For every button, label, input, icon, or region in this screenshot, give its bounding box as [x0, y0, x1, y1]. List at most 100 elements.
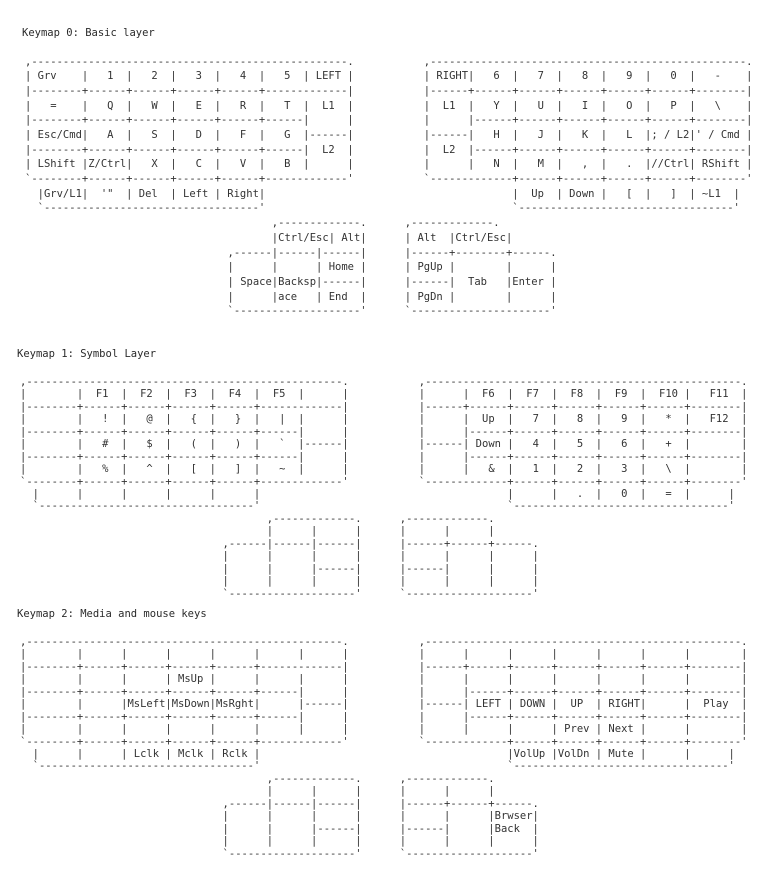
keymap-row: ,---------------------------------------… — [20, 636, 349, 648]
keymap-row: | PgDn | | | — [404, 290, 557, 303]
keymap-row: `-------------+------+------+------+----… — [423, 173, 753, 186]
keymap-row: |--------+------+------+------+------+--… — [20, 425, 349, 438]
keymap-row: `----------------------------------' — [418, 760, 735, 773]
keymap-row: |--------+------+------+------+------+--… — [20, 685, 349, 698]
left-thumb-cluster: ,-------------. | | | ,------|------|----… — [223, 773, 362, 860]
keymap-row: |--------+------+------+------+------+--… — [20, 660, 349, 673]
keymap-row: | | |------| — [222, 562, 362, 575]
keymap-row: `--------------------' — [399, 587, 539, 600]
keymap-row: | Esc/Cmd| A | S | D | F | G |------| — [25, 129, 354, 142]
keymap-row: |------| | | — [399, 562, 539, 575]
keymap-row: | | | | — [399, 835, 539, 848]
keymap-row: | | F1 | F2 | F3 | F4 | F5 | | — [20, 388, 349, 401]
keymap-row: | RIGHT| 6 | 7 | 8 | 9 | 0 | - | — [423, 70, 753, 83]
left-hand-keymap: ,---------------------------------------… — [20, 376, 349, 513]
keymap-row: | = | Q | W | E | R | T | L1 | — [25, 99, 354, 112]
keymap-row: | | | | | | | | — [418, 673, 748, 686]
keymap-row: `--------------------' — [222, 587, 362, 600]
keymap-row: |------+------+------+------+------+----… — [418, 400, 748, 413]
keymap-row: |--------+------+------+------+------+--… — [25, 84, 354, 97]
keymap-row: ,-------------. — [227, 217, 367, 230]
keymap-row: |------+------+------+------+------+----… — [423, 84, 753, 97]
keymap-row: | | | Home | — [227, 261, 367, 274]
keymap-row: | L2 |------+------+------+------+------… — [423, 143, 753, 156]
keymap-row: ,---------------------------------------… — [418, 376, 748, 388]
keymap-row: ,-------------. — [404, 217, 500, 230]
keymap-row: ,-------------. — [222, 772, 362, 785]
keymap-row: | Space|Backsp|------| — [227, 276, 367, 289]
keymap-row: | Grv | 1 | 2 | 3 | 4 | 5 | LEFT | — [25, 70, 354, 83]
keymap-row: | LShift |Z/Ctrl| X | C | V | B | | — [25, 158, 354, 171]
right-thumb-cluster: ,-------------. | Alt |Ctrl/Esc| |------+-… — [405, 216, 557, 319]
keymap-row: ,------|------|------| — [222, 797, 362, 810]
keymap-row: |------+--------+------. — [404, 246, 557, 259]
keymap-row: |------| H | J | K | L |; / L2|' / Cmd | — [423, 129, 753, 142]
keymap-row: ,-------------. — [399, 512, 495, 525]
keymap-row: |------| |Back | — [399, 822, 539, 835]
keymap-row: | | | Lclk | Mclk | Rclk | — [20, 747, 261, 760]
keymap-row: `----------------------------------' — [20, 500, 261, 513]
keymap-row: | | | | — [222, 550, 362, 563]
keymap-row: |------| Tab |Enter | — [404, 276, 557, 289]
keymap-row: | L1 | Y | U | I | O | P | \ | — [423, 99, 753, 112]
keymap-row: ,-------------. — [399, 772, 495, 785]
keymap-row: `-------------+------+------+------+----… — [418, 735, 748, 748]
keymap-row: | |------+------+------+------+------+--… — [423, 114, 753, 127]
keymap-row: | | | | | | — [20, 487, 261, 500]
keymap-row: |Ctrl/Esc| Alt| — [227, 231, 367, 244]
keymap-row: | | F6 | F7 | F8 | F9 | F10 | F11 | — [418, 388, 748, 401]
keymap-row: |--------+------+------+------+------+--… — [20, 400, 349, 413]
keymap-row: | | | | — [399, 550, 539, 563]
keymap-row: `----------------------------------' — [25, 202, 266, 215]
keymap-row: | | | | — [222, 575, 362, 588]
right-hand-keymap: ,---------------------------------------… — [424, 55, 753, 217]
keymap-row: | | | — [399, 785, 495, 798]
keymap-row: `----------------------------------' — [20, 760, 261, 773]
keymap-row: `--------------------' — [227, 305, 367, 318]
keymap-row: | | |Brwser| — [399, 810, 539, 823]
keymap-row: ,---------------------------------------… — [20, 376, 349, 388]
keymap-row: | | | | — [222, 810, 362, 823]
keymap-row: | | . | 0 | = | | — [418, 487, 735, 500]
keymap-row: | | ! | @ | { | } | | | | — [20, 413, 349, 426]
keymap-row: | |------+------+------+------+------+--… — [418, 425, 748, 438]
keymap-row: |--------+------+------+------+------+--… — [25, 114, 354, 127]
keymap-row: `----------------------------------' — [423, 202, 740, 215]
keymap-row: `----------------------' — [404, 305, 557, 318]
keymap-row: |------+------+------. — [399, 537, 539, 550]
keymap-row: |------| Down | 4 | 5 | 6 | + | | — [418, 438, 748, 451]
keymap-row: | | | — [222, 525, 362, 538]
keymap-row: | | | | MsUp | | | | — [20, 673, 349, 686]
right-thumb-cluster: ,-------------. | | | |------+------+-----… — [400, 773, 539, 860]
keymap-row: | | % | ^ | [ | ] | ~ | | — [20, 463, 349, 476]
keymap-row: | |------+------+------+------+------+--… — [418, 710, 748, 723]
keymap-row: | | | | Prev | Next | | | — [418, 723, 748, 736]
keymap-row: |--------+------+------+------+------+--… — [20, 710, 349, 723]
keymap-row: |Grv/L1| '" | Del | Left | Right| — [25, 187, 266, 200]
layer-title: Keymap 1: Symbol Layer — [17, 348, 157, 360]
keymap-row: `--------------------' — [399, 847, 539, 860]
keymap-row: | | | | | | | | — [20, 648, 349, 661]
keymap-row: `-------------+------+------+------+----… — [418, 475, 748, 488]
keymap-row: `--------+------+------+------+------+--… — [20, 735, 349, 748]
keymap-row: |------+------+------. — [399, 797, 539, 810]
keymap-row: ,-------------. — [222, 512, 362, 525]
keymap-row: |--------+------+------+------+------+--… — [20, 450, 349, 463]
keymap-row: | Alt |Ctrl/Esc| — [404, 231, 513, 244]
keymap-row: |------+------+------+------+------+----… — [418, 660, 748, 673]
left-thumb-cluster: ,-------------. |Ctrl/Esc| Alt| ,------|-… — [228, 216, 367, 319]
keymap-row: ,------|------|------| — [227, 246, 367, 259]
keymap-row: | | | | | | | | — [418, 648, 748, 661]
keymap-row: | | | — [399, 525, 495, 538]
right-hand-keymap: ,---------------------------------------… — [419, 636, 748, 773]
keymap-row: | | | | — [399, 575, 539, 588]
keymap-row: `--------------------' — [222, 847, 362, 860]
left-hand-keymap: ,---------------------------------------… — [20, 636, 349, 773]
keymap-row: | | | | — [222, 835, 362, 848]
keymap-row: | |------+------+------+------+------+--… — [418, 450, 748, 463]
keymap-row: | | # | $ | ( | ) | ` |------| — [20, 438, 349, 451]
keymap-row: | | |MsLeft|MsDown|MsRght| |------| — [20, 698, 349, 711]
keymap-row: `--------+------+------+------+------+--… — [25, 173, 354, 186]
right-hand-keymap: ,---------------------------------------… — [419, 376, 748, 513]
keymap-row: |------| LEFT | DOWN | UP | RIGHT| | Pla… — [418, 698, 748, 711]
